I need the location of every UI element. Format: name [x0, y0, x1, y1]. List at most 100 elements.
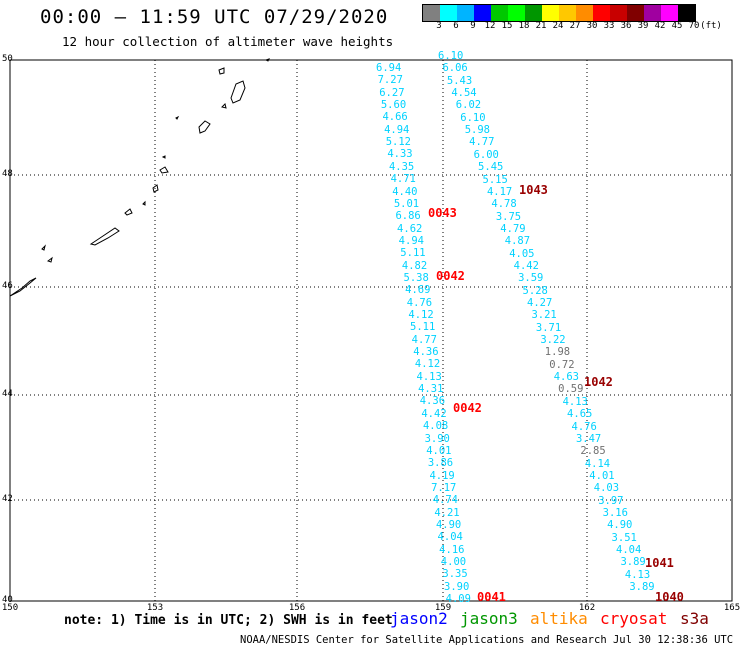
wave-height-value: 1.98 [544, 346, 571, 359]
wave-height-value: 4.21 [434, 506, 460, 519]
scale-label: 27 [569, 21, 581, 31]
island [161, 155, 166, 159]
scale-swatch [644, 5, 661, 21]
pass-time-label: 1041 [645, 556, 674, 570]
satellite-legend-jason3: jason3 [460, 609, 518, 628]
island [124, 208, 133, 216]
scale-label: 30 [586, 21, 598, 31]
island [142, 200, 146, 206]
wave-height-value: 4.79 [500, 222, 526, 235]
wave-height-value: 2.85 [580, 445, 606, 458]
wave-height-value: 4.13 [416, 370, 442, 383]
wave-height-value: 6.10 [438, 50, 464, 62]
scale-swatch [440, 5, 457, 21]
wave-height-value: 4.63 [553, 371, 579, 384]
wave-height-value: 3.21 [531, 309, 557, 322]
map-title: 00:00 – 11:59 UTC 07/29/2020 [40, 6, 389, 28]
wave-height-value: 4.33 [387, 148, 413, 161]
satellite-legend-s3a: s3a [680, 609, 709, 628]
wave-height-value: 4.16 [439, 543, 465, 556]
wave-height-value: 4.01 [426, 444, 452, 457]
scale-label: 42 [654, 21, 666, 31]
wave-height-value: 5.11 [400, 247, 426, 260]
wave-height-value: 5.60 [380, 99, 407, 112]
wave-height-value: 4.08 [422, 420, 449, 433]
wave-height-value: 6.86 [395, 210, 421, 223]
satellite-legend-altika: altika [530, 609, 588, 628]
scale-swatch [542, 5, 559, 21]
wave-height-value: 4.94 [384, 123, 410, 136]
wave-height-value: 3.71 [535, 321, 562, 334]
scale-swatch [627, 5, 644, 21]
wave-height-value: 4.62 [397, 222, 423, 235]
wave-height-value: 6.27 [379, 86, 405, 99]
pass-time-label: 0041 [477, 590, 506, 604]
island-shiashkotan [198, 120, 211, 134]
graticule [10, 60, 732, 601]
wave-height-value: 5.43 [446, 74, 473, 87]
scale-label: 24 [552, 21, 564, 31]
wave-height-value: 3.22 [540, 334, 566, 347]
wave-height-value: 4.94 [398, 234, 424, 247]
wave-height-value: 7.27 [377, 74, 403, 87]
wave-height-value: 4.90 [607, 519, 633, 532]
wave-height-value: 5.28 [522, 284, 548, 297]
island [152, 184, 159, 193]
wave-height-value: 4.90 [435, 518, 462, 531]
scale-swatch [508, 5, 525, 21]
latitude-label: 44 [2, 389, 13, 399]
scale-label: 15 [501, 21, 513, 31]
wave-height-value: 3.86 [427, 457, 454, 470]
wave-height-value: 4.27 [527, 297, 553, 309]
latitude-label: 42 [2, 494, 13, 504]
map-frame [9, 59, 733, 602]
wave-height-value: 5.38 [403, 271, 429, 284]
map-subtitle: 12 hour collection of altimeter wave hei… [62, 34, 394, 49]
scale-label: 3 [436, 21, 442, 31]
wave-height-value: 4.77 [411, 333, 437, 346]
scale-swatch [474, 5, 491, 21]
wave-height-value: 4.00 [440, 556, 467, 568]
wave-height-value: 4.14 [584, 457, 611, 470]
wave-height-value: 4.01 [589, 469, 615, 482]
pass-time-label: 0042 [436, 269, 465, 283]
latitude-label: 40 [2, 595, 13, 605]
island [221, 103, 227, 109]
wave-height-value: 4.04 [437, 531, 463, 544]
wave-height-value: 4.36 [419, 395, 446, 408]
wave-height-value: 3.90 [424, 432, 450, 445]
scale-label: 21 [535, 21, 547, 31]
scale-label: 70 [688, 21, 700, 31]
wave-height-value: 4.54 [451, 87, 477, 100]
scale-label: 36 [620, 21, 632, 31]
wave-height-value: 4.71 [390, 173, 416, 186]
wave-height-value: 5.11 [410, 321, 436, 334]
island [159, 166, 169, 174]
longitude-label: 162 [578, 603, 596, 613]
wave-height-value: 3.51 [611, 531, 637, 544]
scale-swatch [610, 5, 627, 21]
wave-height-value: 3.35 [442, 568, 468, 581]
scale-label: 45 [671, 21, 683, 31]
wave-height-value: 4.19 [429, 469, 455, 482]
longitude-label: 150 [1, 603, 19, 613]
wave-height-value: 5.01 [393, 197, 420, 210]
note-text: note: 1) Time is in UTC; 2) SWH is in fe… [64, 613, 393, 628]
scale-swatch [559, 5, 576, 21]
pass-time-label: 1040 [655, 590, 684, 604]
wave-height-value: 3.90 [444, 580, 470, 593]
scale-label: 12 [484, 21, 496, 31]
island [46, 256, 53, 263]
wave-height-value: 4.42 [421, 407, 447, 420]
pass-time-label: 0042 [453, 401, 482, 415]
wave-height-value: 4.42 [513, 259, 539, 272]
wave-height-value: 4.74 [432, 494, 458, 507]
scale-label: 39 [637, 21, 649, 31]
wave-height-value: 3.97 [598, 494, 624, 507]
wave-height-value: 4.66 [382, 111, 408, 124]
color-scale [422, 4, 696, 22]
wave-height-value: 4.17 [486, 185, 513, 198]
scale-swatch [661, 5, 678, 21]
wave-height-value: 4.76 [406, 296, 433, 309]
